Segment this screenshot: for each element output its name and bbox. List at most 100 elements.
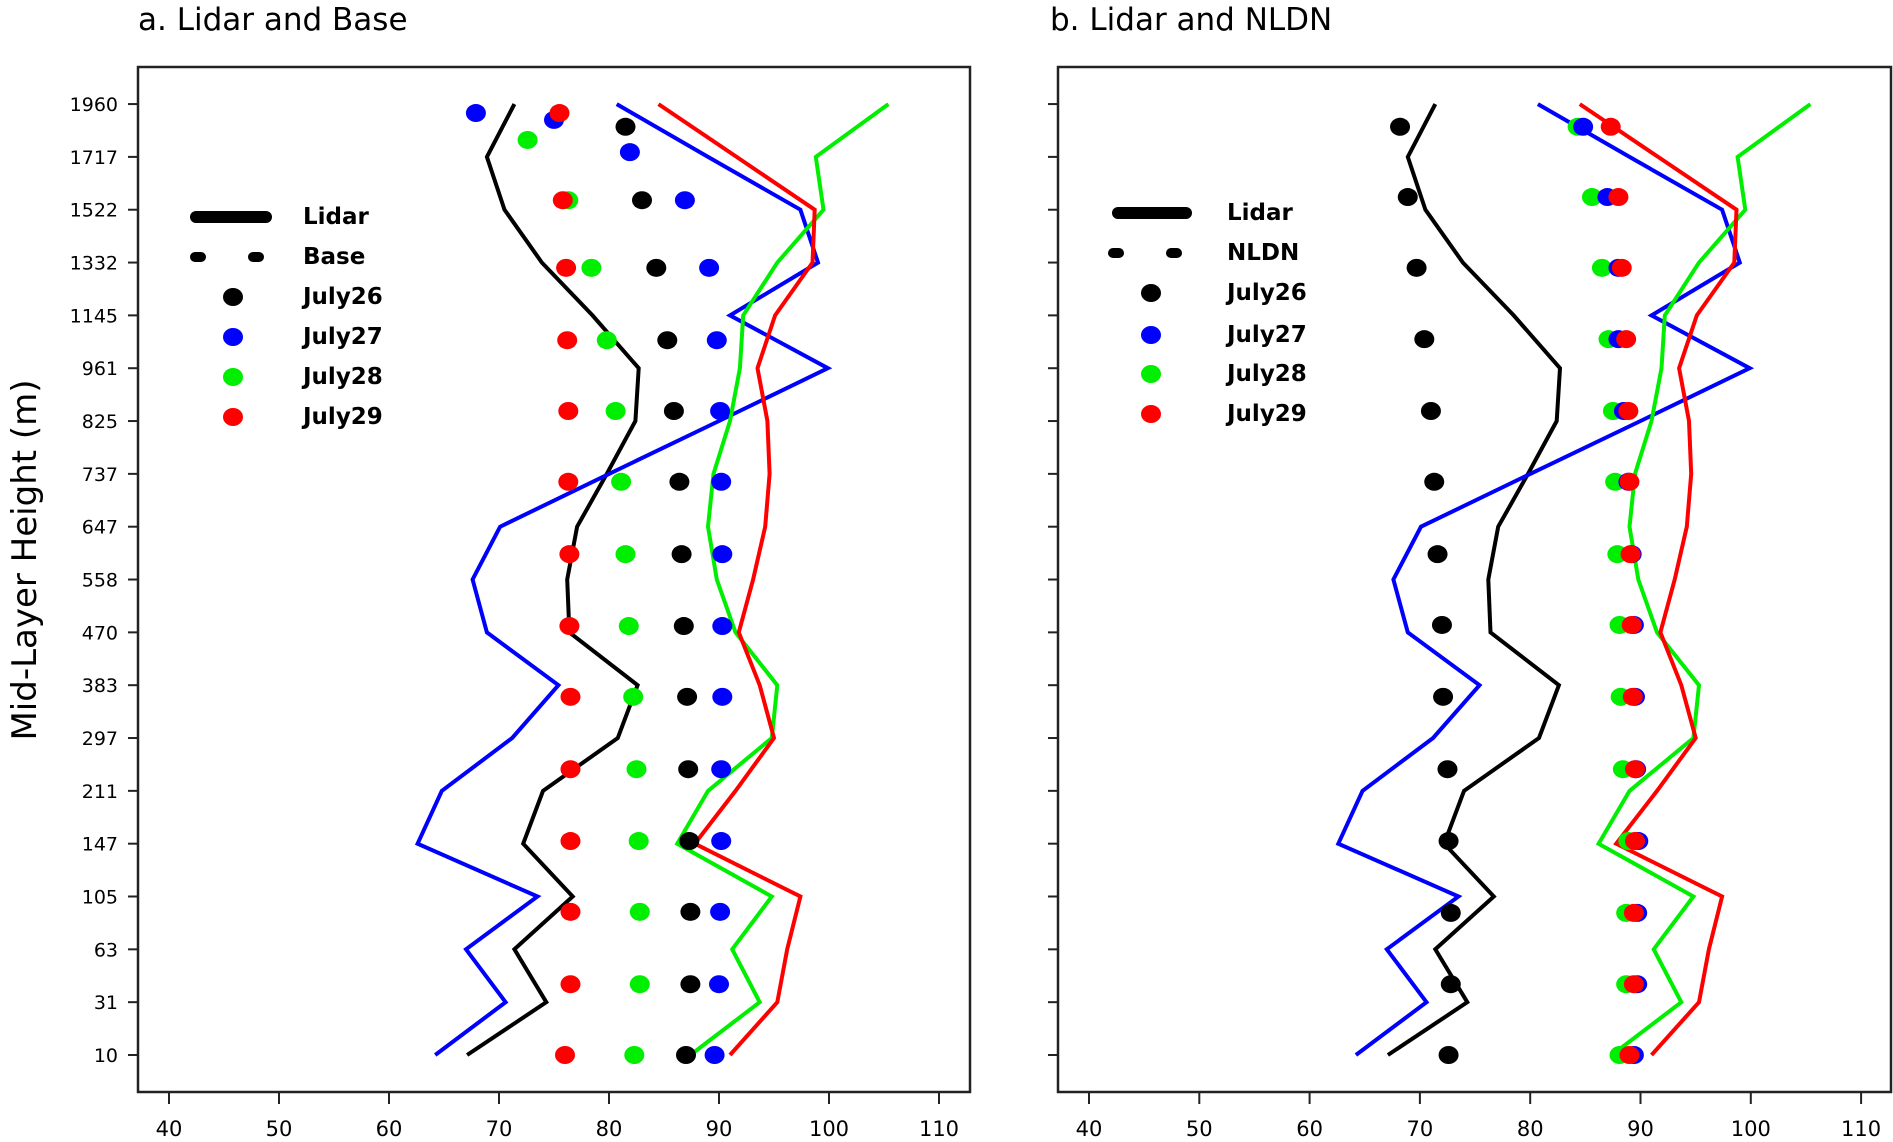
model-dot [556, 258, 577, 277]
model-dot [1616, 330, 1637, 349]
model-dot [704, 1046, 725, 1064]
model-dot [1618, 402, 1639, 421]
model-dot [1622, 687, 1643, 706]
model-dot [581, 258, 602, 277]
model-dot [560, 760, 581, 779]
x-tick-label: 110 [1841, 1117, 1881, 1141]
panel-b-title: b. Lidar and NLDN [1050, 2, 1333, 38]
model-dot [558, 472, 579, 491]
model-dot [1437, 760, 1458, 779]
model-dot [615, 117, 636, 136]
model-dot [465, 104, 486, 123]
green-dot-icon [1141, 365, 1161, 383]
y-tick-label: 147 [82, 834, 118, 856]
model-dot [1619, 472, 1640, 491]
model-dot [560, 975, 581, 994]
red-dot-icon [1141, 405, 1161, 423]
solid-line-icon [190, 211, 272, 223]
model-dot [710, 902, 731, 921]
model-dot [560, 902, 581, 921]
model-dot [706, 331, 727, 350]
x-tick-label: 90 [706, 1117, 733, 1141]
model-dot [711, 760, 732, 779]
lidar-line [1578, 102, 1739, 1057]
model-dot [619, 143, 640, 162]
lidar-line [1335, 102, 1755, 1057]
x-tick-label: 90 [1627, 1117, 1654, 1141]
model-dot [709, 975, 729, 994]
green-dot-icon [223, 368, 243, 386]
model-dot [559, 617, 580, 636]
model-dot [560, 832, 581, 851]
y-tick-label: 297 [82, 728, 118, 750]
model-dot [1427, 545, 1448, 564]
lidar-line [1386, 103, 1563, 1057]
model-dot [596, 331, 617, 350]
model-dot [711, 472, 732, 491]
model-dot [555, 1046, 575, 1064]
model-dot [712, 617, 733, 636]
y-tick-label: 961 [82, 358, 118, 380]
y-tick-label: 63 [94, 939, 118, 961]
model-dot [1620, 545, 1641, 564]
dashed-line-icon [1166, 248, 1182, 258]
y-tick-label: 558 [82, 570, 118, 592]
y-tick-label: 383 [82, 675, 118, 697]
model-dot [710, 402, 731, 421]
y-tick-label: 10 [94, 1045, 118, 1067]
y-tick-label: 1522 [70, 200, 118, 222]
model-dot [628, 832, 649, 851]
y-tick-label: 470 [82, 622, 118, 644]
panel-a-title: a. Lidar and Base [138, 2, 408, 38]
model-dot [559, 545, 580, 564]
model-dot [677, 687, 698, 706]
model-dot [680, 975, 701, 994]
blue-dot-icon [1141, 326, 1161, 344]
model-dot [673, 617, 694, 636]
x-tick-label: 40 [156, 1117, 183, 1141]
lidar-line [414, 102, 833, 1057]
model-dot [517, 130, 538, 149]
model-dot [678, 760, 699, 779]
dashed-line-icon [248, 252, 264, 262]
model-dot [646, 258, 667, 277]
x-tick-label: 70 [1407, 1117, 1434, 1141]
blue-dot-icon [223, 328, 243, 346]
dashed-line-icon [190, 252, 206, 262]
x-tick-label: 100 [1731, 1117, 1771, 1141]
red-dot-icon [223, 408, 243, 426]
model-dot [680, 902, 701, 921]
lidar-line [674, 102, 890, 1057]
model-dot [671, 545, 692, 564]
x-tick-label: 60 [1296, 1117, 1323, 1141]
model-dot [711, 832, 732, 851]
model-dot [1624, 832, 1645, 851]
y-tick-label: 825 [82, 411, 118, 433]
x-tick-label: 110 [919, 1117, 959, 1141]
model-dot [1397, 188, 1418, 207]
model-dot [558, 402, 579, 421]
model-dot [712, 687, 733, 706]
model-dot [1581, 188, 1602, 207]
y-tick-label: 647 [82, 517, 118, 539]
model-dot [1406, 258, 1427, 277]
model-dot [1623, 903, 1644, 922]
model-dot [1591, 258, 1612, 277]
model-dot [618, 617, 639, 636]
y-tick-label: 1960 [70, 94, 118, 116]
model-dot [629, 902, 650, 921]
solid-line-icon [1112, 207, 1192, 219]
model-dot [615, 545, 636, 564]
x-tick-label: 100 [809, 1117, 849, 1141]
model-dot [632, 191, 652, 210]
y-tick-label: 1145 [70, 305, 118, 327]
model-dot [611, 472, 632, 491]
model-dot [679, 832, 700, 851]
model-dot [1619, 1046, 1640, 1064]
y-tick-label: 737 [82, 464, 118, 486]
x-tick-label: 50 [1186, 1117, 1213, 1141]
model-dot [557, 331, 578, 350]
model-dot [1440, 903, 1461, 922]
model-dot [626, 760, 647, 779]
model-dot [657, 331, 678, 350]
